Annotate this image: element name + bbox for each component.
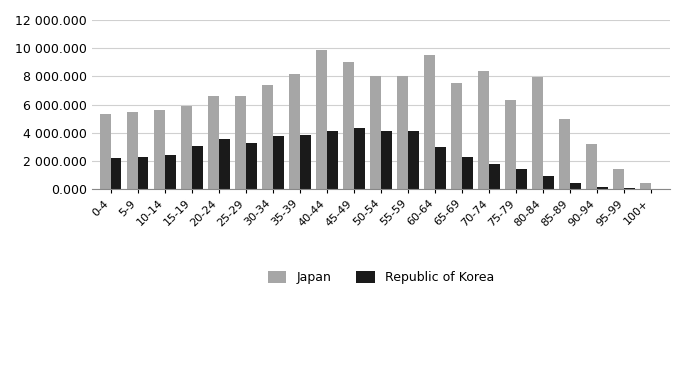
Bar	[570, 183, 581, 189]
Bar	[586, 144, 597, 189]
Bar	[505, 100, 516, 189]
Bar	[613, 169, 624, 189]
Bar	[640, 183, 651, 189]
Bar	[111, 158, 121, 189]
Bar	[208, 96, 219, 189]
Bar	[424, 55, 435, 189]
Bar	[219, 139, 229, 189]
Bar	[273, 136, 284, 189]
Bar	[559, 119, 570, 189]
Bar	[451, 83, 462, 189]
Bar	[597, 187, 608, 189]
Bar	[354, 128, 364, 189]
Bar	[478, 72, 489, 189]
Bar	[532, 77, 543, 189]
Bar	[516, 169, 527, 189]
Bar	[154, 110, 164, 189]
Bar	[370, 76, 381, 189]
Bar	[289, 74, 300, 189]
Bar	[343, 62, 354, 189]
Bar	[246, 143, 257, 189]
Bar	[262, 85, 273, 189]
Bar	[181, 106, 192, 189]
Bar	[543, 176, 553, 189]
Bar	[489, 164, 500, 189]
Bar	[435, 147, 446, 189]
Bar	[462, 157, 473, 189]
Bar	[235, 96, 246, 189]
Bar	[300, 136, 310, 189]
Legend: Japan, Republic of Korea: Japan, Republic of Korea	[262, 266, 499, 289]
Bar	[127, 111, 138, 189]
Bar	[624, 188, 635, 189]
Bar	[408, 131, 419, 189]
Bar	[381, 131, 392, 189]
Bar	[164, 154, 175, 189]
Bar	[138, 157, 149, 189]
Bar	[327, 131, 338, 189]
Bar	[192, 146, 203, 189]
Bar	[316, 50, 327, 189]
Bar	[397, 75, 408, 189]
Bar	[100, 115, 111, 189]
